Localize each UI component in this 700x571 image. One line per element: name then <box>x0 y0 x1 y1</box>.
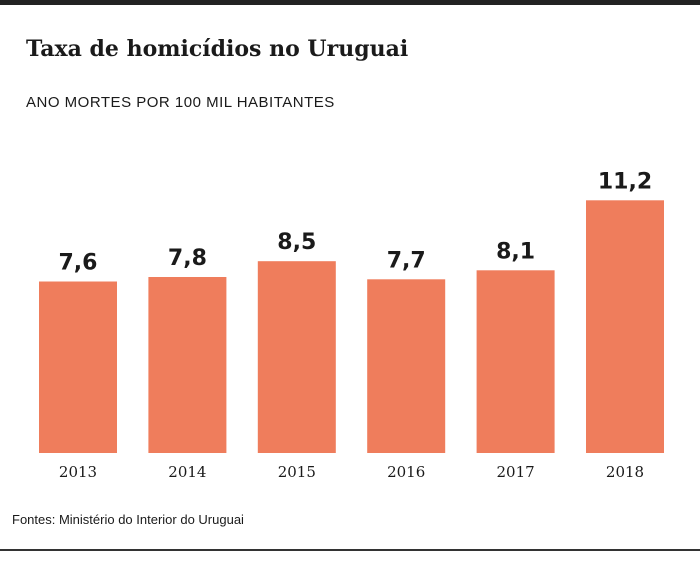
bar-2018 <box>586 200 664 453</box>
value-label-2018: 11,2 <box>598 169 652 194</box>
bottom-rule <box>0 549 700 551</box>
bar-2013 <box>39 281 117 453</box>
x-tick-label-2016: 2016 <box>387 463 425 481</box>
bar-2016 <box>367 279 446 453</box>
value-label-2015: 8,5 <box>277 230 316 255</box>
x-tick-label-2017: 2017 <box>497 463 535 481</box>
x-tick-label-2015: 2015 <box>278 463 316 481</box>
bar-2017 <box>476 270 555 453</box>
source-note: Fontes: Ministério do Interior do Urugua… <box>12 512 244 527</box>
value-label-2017: 8,1 <box>496 239 535 264</box>
value-label-2016: 7,7 <box>387 248 426 273</box>
value-label-2014: 7,8 <box>168 246 207 271</box>
top-rule <box>0 0 700 5</box>
bar-2015 <box>257 261 336 453</box>
chart-subtitle: ANO MORTES POR 100 MIL HABITANTES <box>26 94 335 111</box>
x-tick-label-2013: 2013 <box>59 463 97 481</box>
bar-2014 <box>148 277 227 453</box>
x-tick-label-2018: 2018 <box>606 463 644 481</box>
chart-title: Taxa de homicídios no Uruguai <box>26 36 409 62</box>
x-tick-label-2014: 2014 <box>168 463 206 481</box>
value-label-2013: 7,6 <box>59 251 98 276</box>
